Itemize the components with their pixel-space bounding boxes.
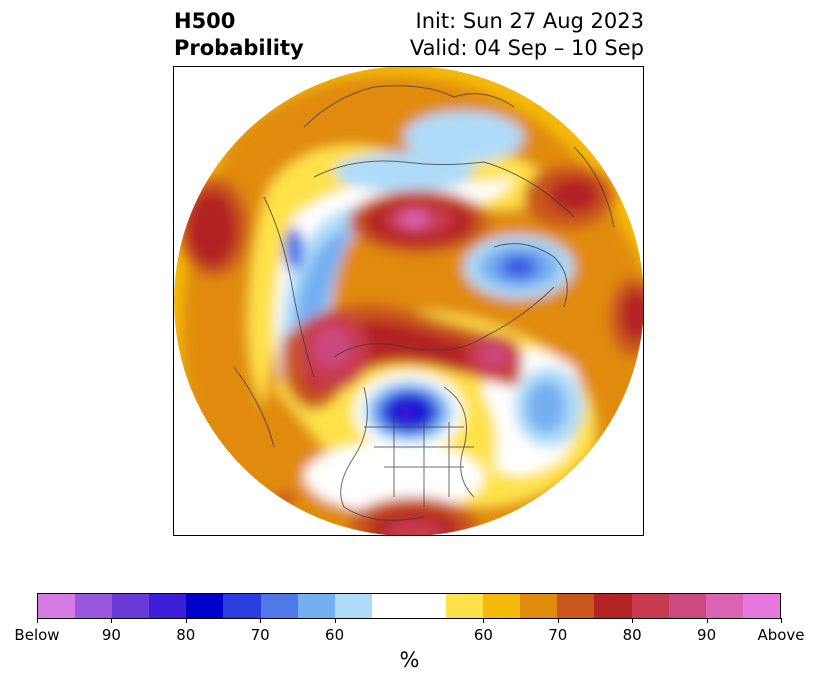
init-date: Init: Sun 27 Aug 2023 xyxy=(415,9,644,33)
colorbar-tick-label: 70 xyxy=(230,618,290,644)
colorbar-segment xyxy=(149,594,187,618)
colorbar-segment xyxy=(668,594,706,618)
colorbar-tick-label: 80 xyxy=(602,618,662,644)
title-line-1: H500 xyxy=(174,9,236,33)
colorbar-segment xyxy=(408,594,447,618)
colorbar-segment xyxy=(594,594,632,618)
colorbar-segment xyxy=(112,594,150,618)
colorbar-segment xyxy=(260,594,298,618)
title-line-2: Probability xyxy=(174,36,304,60)
valid-range: Valid: 04 Sep – 10 Sep xyxy=(409,36,644,60)
colorbar-segment xyxy=(483,594,521,618)
colorbar-segment xyxy=(38,594,76,618)
colorbar-tick-label: Below xyxy=(7,618,67,644)
colorbar-segment xyxy=(742,594,780,618)
colorbar-tick-label: 70 xyxy=(528,618,588,644)
colorbar-tick-label: 90 xyxy=(81,618,141,644)
colorbar-segment xyxy=(520,594,558,618)
colorbar-tick-label: 60 xyxy=(453,618,513,644)
colorbar-tick-label: 90 xyxy=(677,618,737,644)
colorbar-segment xyxy=(705,594,743,618)
colorbar-segment xyxy=(557,594,595,618)
colorbar xyxy=(37,593,781,619)
colorbar-segment xyxy=(223,594,261,618)
colorbar-segment xyxy=(631,594,669,618)
colorbar-segment xyxy=(446,594,484,618)
colorbar-segment xyxy=(334,594,372,618)
colorbar-tick-label: Above xyxy=(751,618,811,644)
colorbar-tick-label: 80 xyxy=(156,618,216,644)
colorbar-segment xyxy=(186,594,224,618)
colorbar-label: % xyxy=(399,648,420,672)
colorbar-ticks: Below 90 80 70 60 60 70 80 90 Above xyxy=(14,618,805,644)
colorbar-tick-label: 60 xyxy=(305,618,365,644)
probability-field xyxy=(174,67,643,535)
map-title: H500 Probability xyxy=(174,8,304,62)
colorbar-segment xyxy=(75,594,113,618)
colorbar-segment xyxy=(371,594,409,618)
coastlines xyxy=(233,85,615,521)
polar-map-svg xyxy=(174,67,643,535)
colorbar-segment xyxy=(297,594,335,618)
probability-map xyxy=(173,66,644,536)
forecast-dates: Init: Sun 27 Aug 2023 Valid: 04 Sep – 10… xyxy=(410,8,644,62)
